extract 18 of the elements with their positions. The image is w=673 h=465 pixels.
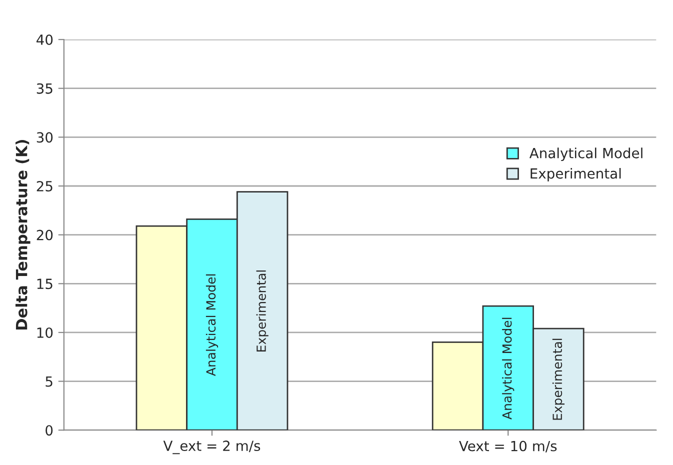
y-tick-label: 5 bbox=[46, 376, 52, 387]
y-tick-label: 30 bbox=[36, 132, 53, 143]
y-tick-label: 10 bbox=[37, 327, 53, 338]
y-tick-label: 0 bbox=[46, 425, 53, 436]
y-tick-label: 20 bbox=[36, 230, 53, 240]
text: Experimental bbox=[552, 338, 565, 420]
legend-label: Experimental bbox=[530, 168, 621, 182]
text: Analytical Model bbox=[502, 318, 514, 420]
text: Experimental bbox=[256, 270, 268, 352]
x-tick-label: V_ext = 2 m/s bbox=[163, 440, 260, 454]
x-tick-label: Vext = 10 m/s bbox=[459, 440, 557, 452]
y-axis-title: Delta Temperature (K) bbox=[16, 140, 30, 330]
text: Analytical Model bbox=[206, 274, 218, 376]
y-tick-label: 15 bbox=[37, 278, 52, 290]
y-tick-label: 25 bbox=[36, 180, 52, 192]
legend-label: Analytical Model bbox=[529, 148, 642, 162]
y-tick-label: 35 bbox=[36, 83, 52, 94]
y-tick-label: 40 bbox=[36, 34, 53, 45]
